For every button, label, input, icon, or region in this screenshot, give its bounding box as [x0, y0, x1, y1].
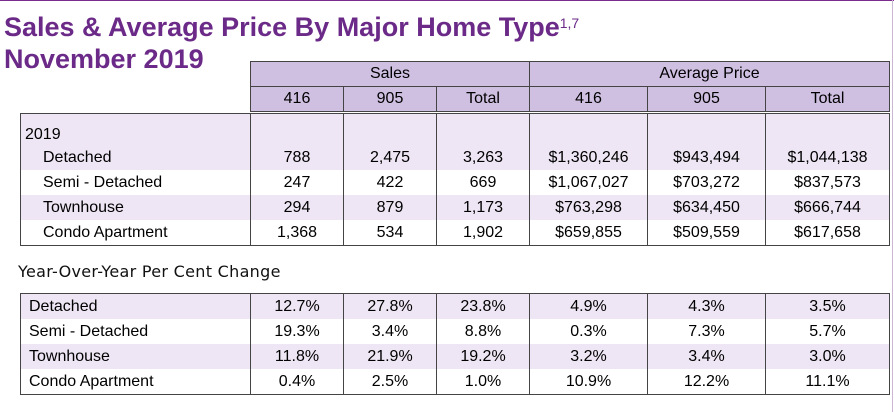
sales-905-cell: 2,475: [343, 145, 437, 170]
price-905-cell: $509,559: [647, 220, 766, 246]
price-905-cell: 4.3%: [647, 293, 766, 319]
row-type-label: Semi - Detached: [20, 319, 251, 344]
price-905-cell: 7.3%: [647, 319, 766, 344]
price-total-cell: 3.0%: [765, 344, 890, 369]
row-type-label: Detached: [20, 293, 251, 319]
price-905-cell: $703,272: [647, 170, 766, 195]
price-total-cell: 3.5%: [765, 293, 890, 319]
table-row: Condo Apartment 0.4% 2.5% 1.0% 10.9% 12.…: [20, 369, 890, 395]
report-title: Sales & Average Price By Major Home Type…: [4, 12, 579, 42]
price-416-cell: $1,067,027: [529, 170, 648, 195]
yoy-section-label: Year-Over-Year Per Cent Change: [18, 262, 281, 281]
row-type-label: Condo Apartment: [20, 220, 251, 246]
sales-416-cell: 19.3%: [250, 319, 344, 344]
price-total-cell: 5.7%: [765, 319, 890, 344]
sales-416-cell: 1,368: [250, 220, 344, 246]
report-subtitle: November 2019: [4, 44, 204, 74]
row-type-label: Semi - Detached: [20, 170, 251, 195]
sales-905-cell: 2.5%: [343, 369, 437, 395]
price-905-header: 905: [647, 86, 766, 112]
sales-416-cell: 11.8%: [250, 344, 344, 369]
price-905-cell: 3.4%: [647, 344, 766, 369]
sales-total-cell: 3,263: [436, 145, 530, 170]
price-416-header: 416: [529, 86, 648, 112]
row-type-label: Townhouse: [20, 195, 251, 220]
price-416-cell: 4.9%: [529, 293, 648, 319]
sales-905-cell: 3.4%: [343, 319, 437, 344]
price-total-cell: $837,573: [765, 170, 890, 195]
sales-total-cell: 1,173: [436, 195, 530, 220]
right-border-line: [892, 0, 893, 412]
row-type-label: Townhouse: [20, 344, 251, 369]
sales-416-cell: 12.7%: [250, 293, 344, 319]
price-905-cell: $943,494: [647, 145, 766, 170]
price-total-cell: $1,044,138: [765, 145, 890, 170]
price-416-cell: 3.2%: [529, 344, 648, 369]
sales-total-cell: 1.0%: [436, 369, 530, 395]
table-row: Detached 12.7% 27.8% 23.8% 4.9% 4.3% 3.5…: [20, 293, 890, 319]
price-905-cell: $634,450: [647, 195, 766, 220]
avg-price-group-header: Average Price: [529, 61, 890, 87]
sales-total-header: Total: [436, 86, 530, 112]
price-416-cell: 10.9%: [529, 369, 648, 395]
sales-416-cell: 788: [250, 145, 344, 170]
title-text: Sales & Average Price By Major Home Type: [4, 12, 560, 42]
column-header-table: Sales Average Price 416 905 Total 416 90…: [250, 61, 890, 112]
sales-905-header: 905: [343, 86, 437, 112]
price-total-cell: 11.1%: [765, 369, 890, 395]
table-row: Semi - Detached 247 422 669 $1,067,027 $…: [20, 170, 890, 195]
table-row: Townhouse 294 879 1,173 $763,298 $634,45…: [20, 195, 890, 220]
sales-905-cell: 27.8%: [343, 293, 437, 319]
row-type-label: Detached: [20, 145, 251, 170]
sales-905-cell: 879: [343, 195, 437, 220]
sales-905-cell: 422: [343, 170, 437, 195]
table-row: Condo Apartment 1,368 534 1,902 $659,855…: [20, 220, 890, 246]
price-total-cell: $666,744: [765, 195, 890, 220]
sales-total-cell: 8.8%: [436, 319, 530, 344]
sales-total-cell: 669: [436, 170, 530, 195]
sales-905-cell: 534: [343, 220, 437, 246]
sales-total-cell: 1,902: [436, 220, 530, 246]
sales-416-cell: 294: [250, 195, 344, 220]
price-total-header: Total: [765, 86, 890, 112]
sales-total-cell: 19.2%: [436, 344, 530, 369]
price-416-cell: $659,855: [529, 220, 648, 246]
yoy-change-table: Detached 12.7% 27.8% 23.8% 4.9% 4.3% 3.5…: [20, 293, 890, 395]
sales-416-cell: 0.4%: [250, 369, 344, 395]
row-type-label: Condo Apartment: [20, 369, 251, 395]
table-row: Detached 788 2,475 3,263 $1,360,246 $943…: [20, 145, 890, 170]
price-416-cell: $1,360,246: [529, 145, 648, 170]
table-row: Semi - Detached 19.3% 3.4% 8.8% 0.3% 7.3…: [20, 319, 890, 344]
sales-price-2019-table: 2019 Detached 788 2,475 3,263 $1,360,246…: [20, 113, 890, 246]
sales-905-cell: 21.9%: [343, 344, 437, 369]
price-416-cell: $763,298: [529, 195, 648, 220]
top-border-line: [0, 0, 894, 1]
sales-total-cell: 23.8%: [436, 293, 530, 319]
table-row: Townhouse 11.8% 21.9% 19.2% 3.2% 3.4% 3.…: [20, 344, 890, 369]
price-416-cell: 0.3%: [529, 319, 648, 344]
sales-416-cell: 247: [250, 170, 344, 195]
title-footnote: 1,7: [559, 15, 580, 31]
sales-416-header: 416: [250, 86, 344, 112]
sales-group-header: Sales: [250, 61, 530, 87]
price-905-cell: 12.2%: [647, 369, 766, 395]
year-label: 2019: [20, 113, 251, 145]
price-total-cell: $617,658: [765, 220, 890, 246]
